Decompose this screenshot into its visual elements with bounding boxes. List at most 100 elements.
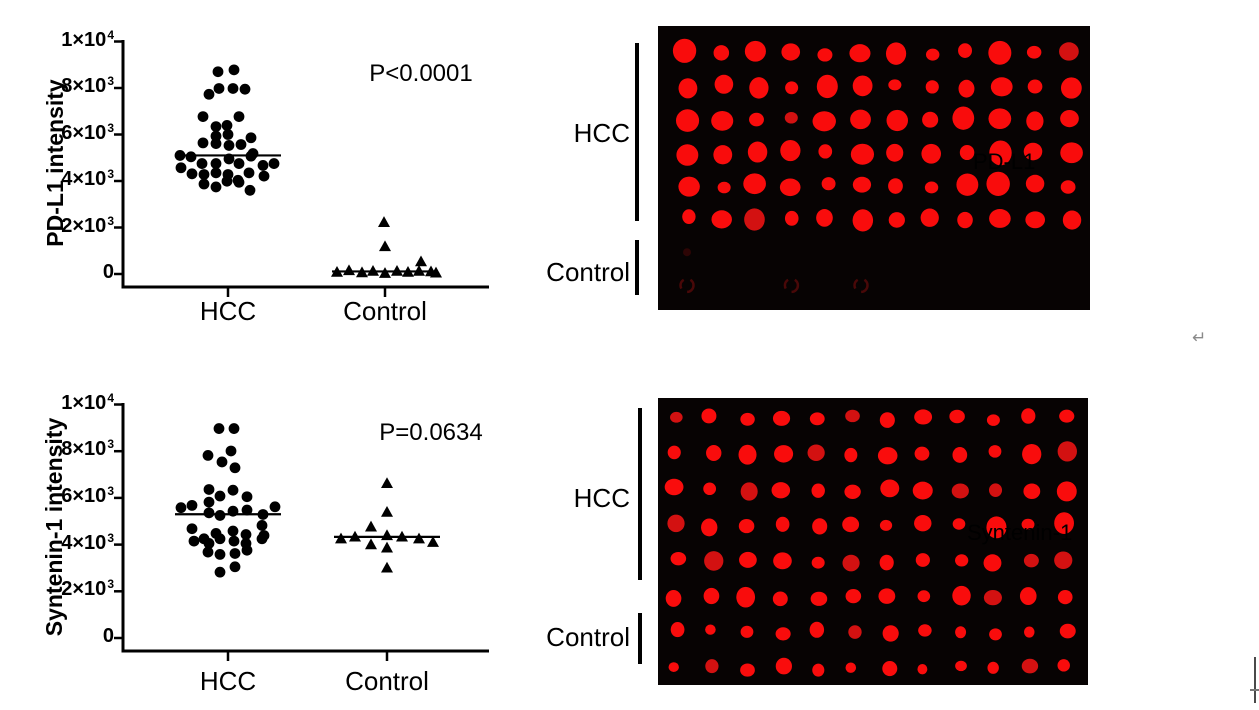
- blot-dot: [775, 657, 792, 675]
- blot-dot: [672, 38, 697, 63]
- y-tick-label: 4×103: [61, 530, 114, 554]
- data-point-circle: [213, 83, 225, 94]
- blot-dot: [779, 178, 801, 197]
- data-point-circle: [241, 491, 253, 503]
- data-point-circle: [244, 184, 256, 196]
- blot-dot: [879, 519, 893, 531]
- blot-dot: [1026, 111, 1044, 131]
- p-value-syntenin1: P=0.0634: [379, 419, 483, 446]
- blot-dot: [1023, 553, 1039, 568]
- data-point-circle: [227, 484, 239, 496]
- data-point-circle: [203, 507, 215, 519]
- blot-dot: [775, 516, 790, 532]
- blot-dot: [706, 445, 722, 461]
- blot-dot: [922, 111, 939, 128]
- blot-dot: [920, 208, 939, 227]
- y-tick-label: 1×104: [61, 27, 114, 51]
- data-point-circle: [212, 66, 224, 78]
- data-point-circle: [197, 111, 209, 122]
- y-tick-label: 2×103: [61, 577, 114, 601]
- control-bracket-syntenin1: [638, 613, 642, 664]
- blot-panel: [658, 398, 1088, 685]
- data-point-circle: [222, 129, 234, 140]
- data-point-triangle: [365, 538, 377, 550]
- data-point-circle: [257, 160, 269, 171]
- blot-dot: [772, 410, 791, 426]
- data-point-triangle: [415, 255, 427, 267]
- y-tick-label: 6×103: [61, 120, 114, 144]
- x-category-control-syntenin1: Control: [345, 666, 429, 696]
- control-bracket-pdl1: [635, 240, 639, 295]
- blot-dot: [714, 74, 734, 94]
- blot-dot: [1026, 45, 1042, 59]
- y-tick-label: 0: [102, 261, 114, 283]
- blot-dot: [878, 588, 896, 604]
- blot-dot: [1057, 659, 1070, 672]
- blot-protein-label-syntenin1: Syntenin-1: [967, 520, 1073, 545]
- text-cursor-tick: [1250, 689, 1259, 691]
- blot-panel: [658, 26, 1090, 310]
- data-point-circle: [223, 140, 235, 151]
- blot-dot: [990, 77, 1013, 97]
- blot-dot: [879, 412, 895, 428]
- blot-dot: [784, 210, 799, 226]
- y-tick-label: 1×104: [61, 390, 114, 414]
- blot-group-label-hcc-pdl1: HCC: [573, 118, 630, 148]
- blot-dot: [780, 139, 801, 162]
- blot-dot: [983, 589, 1002, 606]
- blot-dot: [844, 447, 858, 463]
- data-point-circle: [258, 170, 270, 182]
- data-point-triangle: [381, 477, 393, 489]
- blot-dot: [958, 79, 975, 98]
- blot-dot: [1060, 109, 1079, 128]
- blot-dot: [1023, 142, 1043, 161]
- data-point-circle: [202, 546, 214, 558]
- blot-dot: [743, 173, 766, 195]
- syntenin1-blot: [658, 398, 1088, 685]
- blot-dot: [921, 143, 942, 164]
- blot-dot: [925, 48, 940, 61]
- data-point-triangle: [381, 541, 393, 553]
- blot-dot: [988, 445, 1002, 458]
- y-tick-label: 8×103: [61, 74, 114, 97]
- blot-dot: [1024, 626, 1035, 638]
- blot-dot: [986, 516, 1007, 539]
- blot-dot: [816, 74, 838, 99]
- blot-dot: [852, 176, 872, 193]
- blot-dot: [1021, 518, 1035, 531]
- blot-dot: [1057, 590, 1073, 605]
- blot-dot: [951, 483, 969, 499]
- blot-dot: [888, 178, 903, 194]
- blot-dot: [670, 551, 687, 566]
- data-point-circle: [228, 423, 240, 434]
- blot-dot: [952, 585, 971, 606]
- blot-dot: [1060, 180, 1076, 194]
- blot-dot: [670, 411, 683, 423]
- pdl1-scatter: [114, 40, 489, 297]
- hcc-bracket-pdl1: [635, 43, 639, 221]
- y-tick-label: 2×103: [61, 213, 114, 237]
- data-point-circle: [228, 535, 240, 547]
- data-point-circle: [188, 535, 200, 547]
- blot-group-label-hcc-syntenin1: HCC: [573, 483, 630, 513]
- data-point-circle: [203, 484, 215, 495]
- blot-dot: [668, 662, 679, 672]
- data-point-circle: [210, 167, 222, 179]
- data-point-circle: [197, 137, 209, 149]
- blot-dot: [812, 111, 836, 132]
- data-point-circle: [233, 111, 245, 122]
- blot-dot: [989, 628, 1002, 641]
- data-point-circle: [203, 496, 215, 508]
- blot-dot: [736, 586, 756, 608]
- hcc-bracket-syntenin1: [638, 408, 642, 580]
- syntenin1-scatter: [114, 403, 489, 661]
- blot-dot: [983, 554, 1002, 572]
- data-point-circle: [229, 548, 241, 559]
- blot-dot: [781, 43, 801, 61]
- blot-dot: [1057, 441, 1077, 462]
- blot-dot: [880, 479, 900, 498]
- data-point-circle: [268, 158, 280, 169]
- data-point-circle: [227, 525, 239, 537]
